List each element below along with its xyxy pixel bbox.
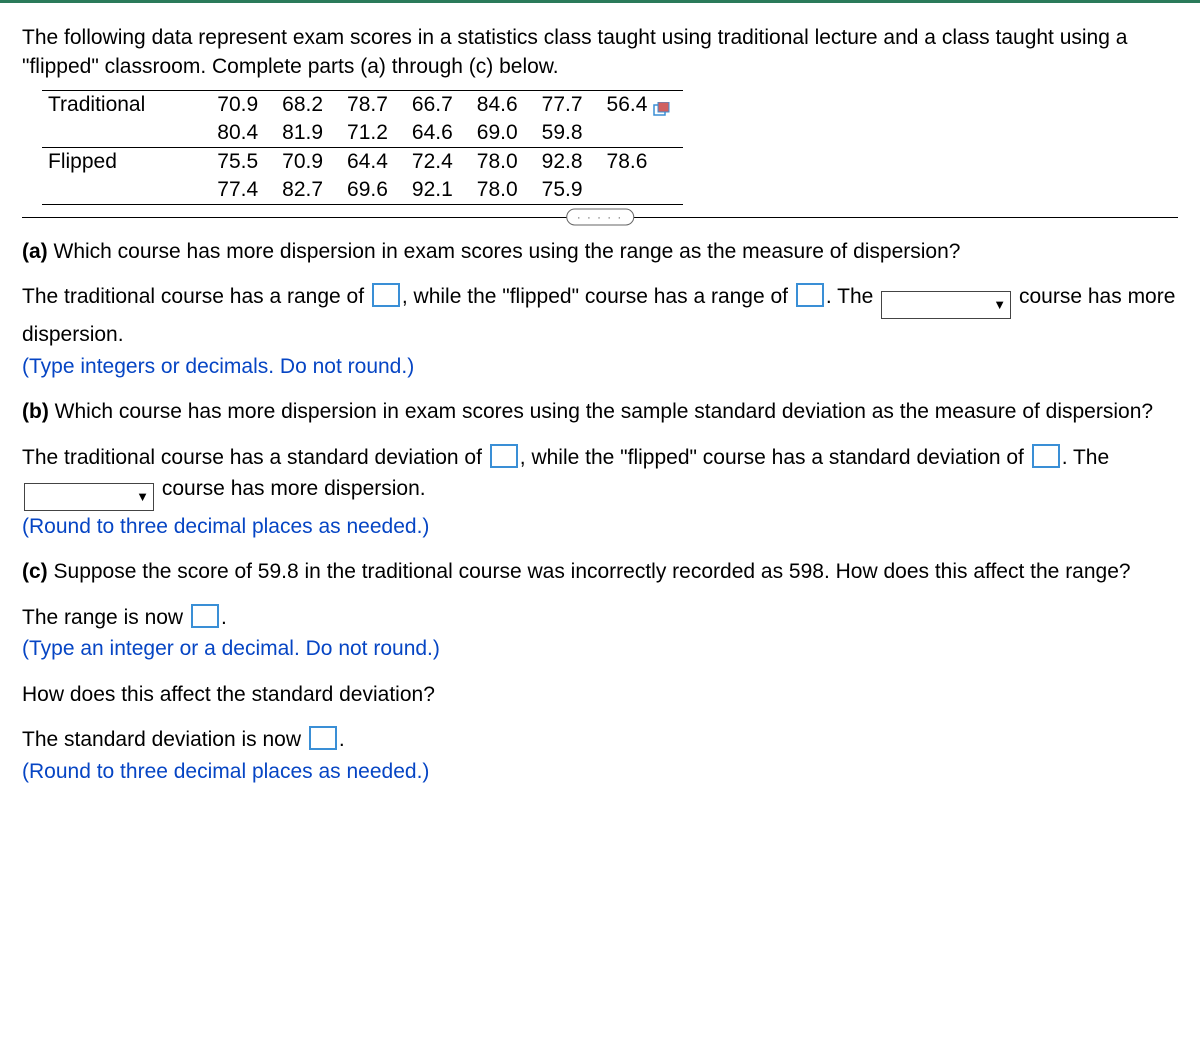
table-cell: 77.4	[205, 176, 270, 205]
part-b-prompt: (b) Which course has more dispersion in …	[22, 396, 1178, 428]
input-a-range-flipped[interactable]	[796, 283, 824, 307]
table-cell: 78.0	[465, 147, 530, 176]
table-cell: 77.7	[530, 90, 595, 119]
table-cell: 64.4	[335, 147, 400, 176]
table-cell: 59.8	[530, 119, 595, 148]
table-cell: 69.0	[465, 119, 530, 148]
part-c-hint1: (Type an integer or a decimal. Do not ro…	[22, 637, 440, 660]
select-a-course[interactable]: ▼	[881, 291, 1011, 319]
table-cell	[595, 119, 684, 148]
table-cell: 72.4	[400, 147, 465, 176]
table-cell: 69.6	[335, 176, 400, 205]
table-cell	[595, 176, 684, 205]
part-b-answer: The traditional course has a standard de…	[22, 442, 1178, 543]
table-cell: 66.7	[400, 90, 465, 119]
table-cell: 92.1	[400, 176, 465, 205]
scores-table: Traditional70.968.278.766.784.677.756.48…	[42, 90, 683, 205]
table-row-label: Flipped	[42, 147, 205, 176]
table-cell: 78.7	[335, 90, 400, 119]
part-a-prompt: (a) Which course has more dispersion in …	[22, 236, 1178, 268]
table-cell: 71.2	[335, 119, 400, 148]
input-c-sd[interactable]	[309, 726, 337, 750]
part-a-answer: The traditional course has a range of , …	[22, 281, 1178, 382]
part-b-label: (b)	[22, 400, 49, 423]
table-cell: 78.0	[465, 176, 530, 205]
part-c-sd-answer: The standard deviation is now . (Round t…	[22, 724, 1178, 787]
table-row-label	[42, 176, 205, 205]
table-cell: 64.6	[400, 119, 465, 148]
input-b-sd-flipped[interactable]	[1032, 444, 1060, 468]
part-c-hint2: (Round to three decimal places as needed…	[22, 760, 429, 783]
new-window-icon[interactable]	[653, 98, 671, 112]
section-divider: . . . . .	[22, 217, 1178, 218]
part-c-range-answer: The range is now . (Type an integer or a…	[22, 602, 1178, 665]
chevron-down-icon: ▼	[993, 295, 1006, 315]
input-c-range[interactable]	[191, 604, 219, 628]
part-c-sd-question: How does this affect the standard deviat…	[22, 679, 1178, 711]
table-cell: 82.7	[270, 176, 335, 205]
table-cell: 84.6	[465, 90, 530, 119]
table-cell: 78.6	[595, 147, 684, 176]
table-cell: 81.9	[270, 119, 335, 148]
chevron-down-icon: ▼	[136, 487, 149, 507]
table-cell: 56.4	[595, 90, 684, 119]
table-cell: 70.9	[205, 90, 270, 119]
table-cell: 70.9	[270, 147, 335, 176]
table-row-label	[42, 119, 205, 148]
table-cell: 68.2	[270, 90, 335, 119]
part-a-label: (a)	[22, 240, 48, 263]
part-b-hint: (Round to three decimal places as needed…	[22, 515, 429, 538]
input-a-range-traditional[interactable]	[372, 283, 400, 307]
intro-text: The following data represent exam scores…	[22, 23, 1178, 82]
table-cell: 75.9	[530, 176, 595, 205]
part-a-hint: (Type integers or decimals. Do not round…	[22, 355, 414, 378]
table-cell: 80.4	[205, 119, 270, 148]
table-cell: 92.8	[530, 147, 595, 176]
table-cell: 75.5	[205, 147, 270, 176]
input-b-sd-traditional[interactable]	[490, 444, 518, 468]
table-row-label: Traditional	[42, 90, 205, 119]
select-b-course[interactable]: ▼	[24, 483, 154, 511]
part-c-label: (c)	[22, 560, 48, 583]
part-c-prompt: (c) Suppose the score of 59.8 in the tra…	[22, 556, 1178, 588]
divider-dots[interactable]: . . . . .	[566, 209, 634, 226]
